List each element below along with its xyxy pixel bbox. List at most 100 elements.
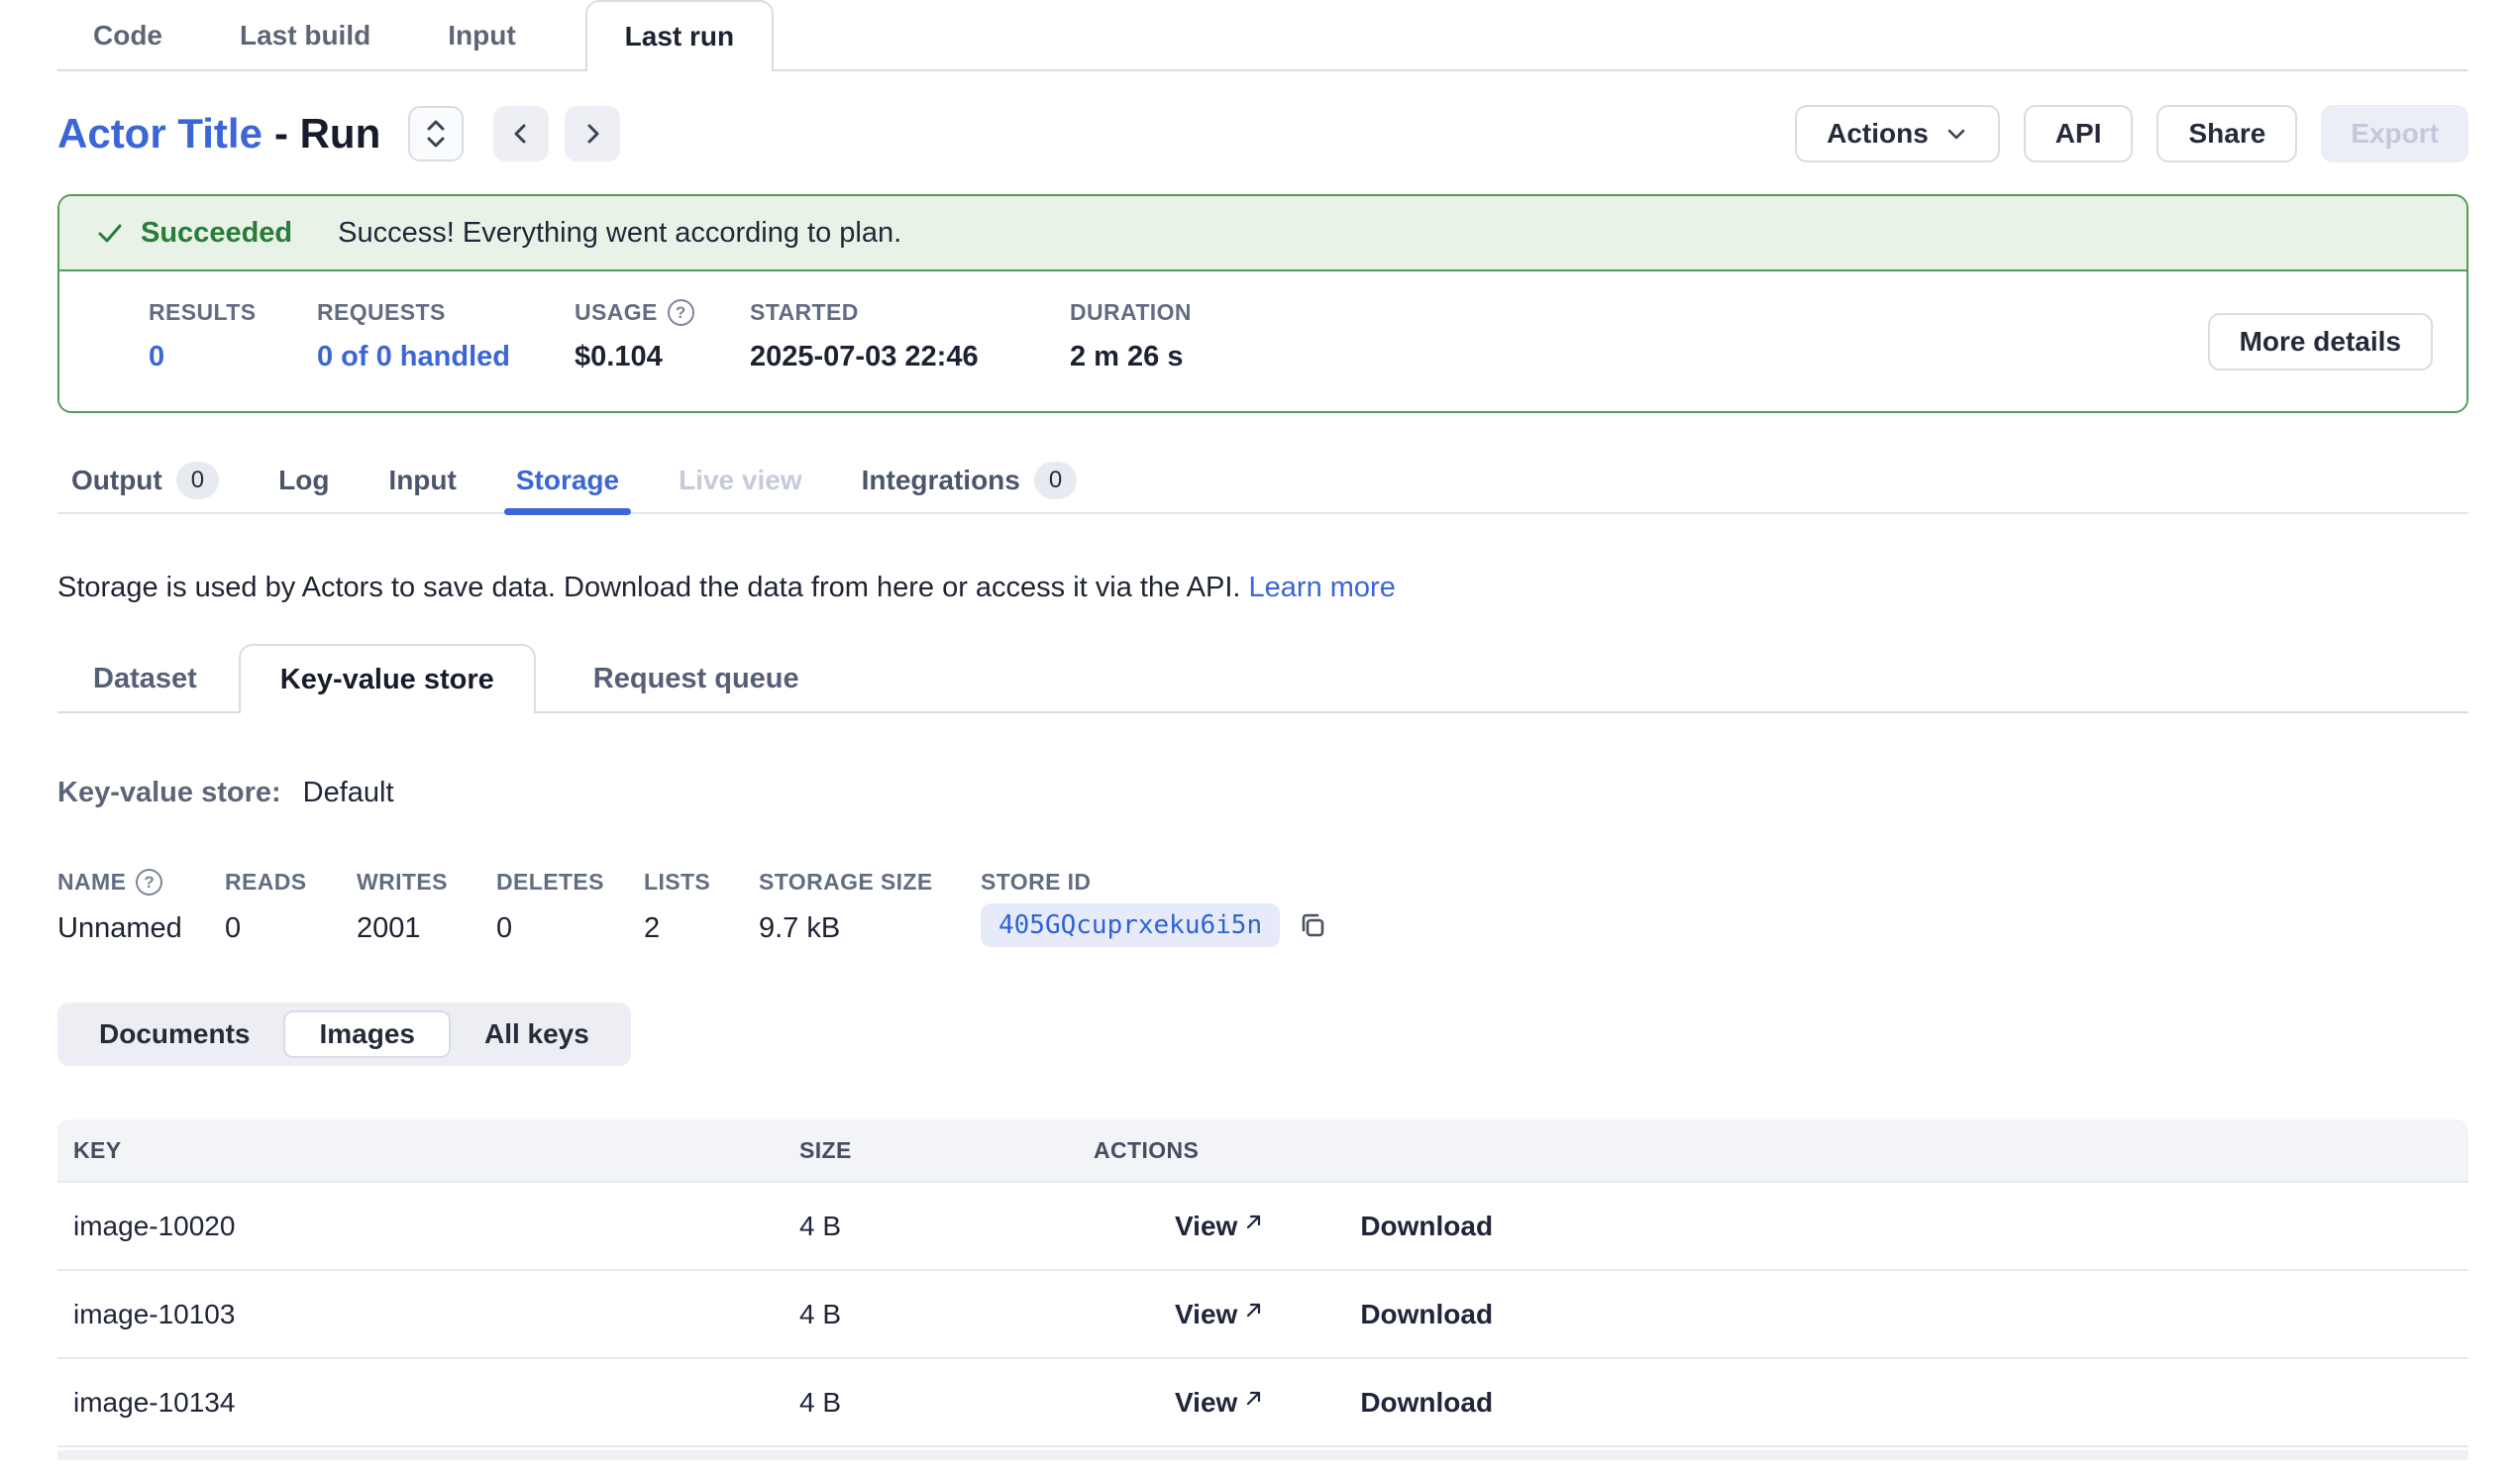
- store-id-value[interactable]: 405GQcuprxeku6i5n: [981, 903, 1281, 947]
- store-stats: NAME? Unnamed READS 0 WRITES 2001 DELETE…: [57, 869, 2468, 947]
- learn-more-link[interactable]: Learn more: [1248, 572, 1396, 603]
- store-name-label: Key-value store:: [57, 777, 281, 808]
- stat-requests-value[interactable]: 0 of 0 handled: [317, 341, 510, 372]
- run-status-card: Succeeded Success! Everything went accor…: [57, 194, 2468, 413]
- actions-button[interactable]: Actions: [1795, 105, 2000, 162]
- store-name-header: NAME?: [57, 869, 225, 896]
- run-header: Actor Title - Run Actions API Sh: [57, 103, 2468, 164]
- view-link[interactable]: View: [1175, 1299, 1265, 1330]
- store-name: Unnamed: [57, 912, 182, 944]
- tab-storage[interactable]: Storage: [503, 448, 632, 515]
- filter-all-keys[interactable]: All keys: [483, 1018, 589, 1049]
- store-lists-header: LISTS: [644, 869, 711, 895]
- actions-cell: View Download: [1078, 1211, 2468, 1242]
- table-row: image-10134 4 B View Download: [57, 1357, 2468, 1445]
- store-reads-header: READS: [225, 869, 307, 895]
- run-tab-bar: Output 0 Log Input Storage Live view Int…: [57, 448, 2468, 515]
- size-cell: 4 B: [799, 1298, 842, 1329]
- store-name-row: Key-value store: Default: [57, 777, 2468, 809]
- store-stat-deletes: DELETES 0: [496, 869, 644, 947]
- store-stat-id: STORE ID 405GQcuprxeku6i5n: [981, 869, 1327, 947]
- tab-integrations-label: Integrations: [861, 465, 1020, 495]
- tab-integrations[interactable]: Integrations 0: [862, 448, 1078, 513]
- tab-output[interactable]: Output 0: [71, 448, 220, 513]
- stat-duration: DURATION 2 m 26 s: [1070, 299, 1192, 373]
- size-column-header: SIZE: [799, 1136, 852, 1163]
- store-size-header: STORAGE SIZE: [759, 869, 933, 895]
- tab-request-queue[interactable]: Request queue: [592, 662, 799, 694]
- store-deletes: 0: [496, 912, 513, 944]
- tab-key-value-store[interactable]: Key-value store: [238, 644, 536, 713]
- chevron-right-icon: [578, 120, 606, 148]
- tab-output-label: Output: [71, 465, 162, 495]
- view-link[interactable]: View: [1175, 1211, 1265, 1242]
- more-details-button[interactable]: More details: [2207, 312, 2433, 370]
- header-actions: Actions API Share Export: [1795, 105, 2468, 162]
- filter-documents[interactable]: Documents: [99, 1018, 251, 1049]
- up-down-chevrons-icon: [423, 118, 449, 150]
- tab-live-view: Live view: [679, 465, 802, 495]
- keys-table: KEY SIZE ACTIONS image-10020 4 B View Do…: [57, 1119, 2468, 1460]
- stat-requests-label: REQUESTS: [317, 299, 446, 325]
- view-link[interactable]: View: [1175, 1387, 1265, 1419]
- actions-button-label: Actions: [1827, 118, 1929, 149]
- view-link-label: View: [1175, 1210, 1238, 1241]
- stat-usage: USAGE? $0.104: [575, 299, 750, 373]
- stat-usage-label-text: USAGE: [575, 299, 658, 325]
- storage-description: Storage is used by Actors to save data. …: [57, 572, 2468, 604]
- actions-cell: View Download: [1078, 1387, 2468, 1419]
- store-name-value: Default: [302, 777, 394, 808]
- store-lists: 2: [644, 912, 661, 944]
- download-link[interactable]: Download: [1360, 1210, 1494, 1241]
- actor-title-link[interactable]: Actor Title: [57, 110, 262, 157]
- store-name-header-text: NAME: [57, 869, 127, 895]
- stat-results-value[interactable]: 0: [149, 341, 165, 372]
- storage-tab-bar: Dataset Key-value store Request queue: [57, 644, 2468, 713]
- previous-run-button[interactable]: [493, 106, 550, 161]
- key-cell: image-10103: [73, 1298, 236, 1329]
- tab-code[interactable]: Code: [93, 20, 162, 51]
- store-stat-storage-size: STORAGE SIZE 9.7 kB: [759, 869, 981, 947]
- store-stat-name: NAME? Unnamed: [57, 869, 225, 947]
- stat-results: RESULTS 0: [149, 299, 317, 373]
- export-button: Export: [2321, 105, 2468, 162]
- view-link-label: View: [1175, 1386, 1238, 1418]
- stat-started: STARTED 2025-07-03 22:46: [750, 299, 1070, 373]
- help-circle-icon[interactable]: ?: [667, 299, 694, 326]
- stat-requests: REQUESTS 0 of 0 handled: [317, 299, 575, 373]
- tab-run-input[interactable]: Input: [388, 465, 457, 495]
- tab-input[interactable]: Input: [448, 20, 516, 51]
- api-button[interactable]: API: [2023, 105, 2134, 162]
- store-stat-lists: LISTS 2: [644, 869, 759, 947]
- size-cell: 4 B: [799, 1386, 842, 1418]
- key-cell: image-10020: [73, 1210, 236, 1241]
- store-id-row: 405GQcuprxeku6i5n: [981, 903, 1327, 947]
- store-size: 9.7 kB: [759, 912, 841, 944]
- key-cell: image-10134: [73, 1386, 236, 1418]
- tab-last-run[interactable]: Last run: [584, 0, 775, 71]
- tab-last-build[interactable]: Last build: [240, 20, 371, 51]
- next-run-button[interactable]: [565, 106, 621, 161]
- download-link[interactable]: Download: [1360, 1298, 1494, 1329]
- help-circle-icon[interactable]: ?: [136, 869, 163, 896]
- filter-images[interactable]: Images: [283, 1010, 451, 1058]
- stat-started-value: 2025-07-03 22:46: [750, 341, 979, 372]
- download-link[interactable]: Download: [1360, 1386, 1494, 1418]
- stat-usage-value: $0.104: [575, 341, 663, 372]
- storage-description-text: Storage is used by Actors to save data. …: [57, 572, 1241, 603]
- tab-dataset[interactable]: Dataset: [93, 662, 197, 694]
- check-icon: [95, 218, 125, 248]
- output-count-badge: 0: [175, 462, 220, 499]
- copy-icon: [1298, 910, 1327, 940]
- stat-results-label: RESULTS: [149, 299, 257, 325]
- integrations-count-badge: 0: [1033, 462, 1078, 499]
- tab-log[interactable]: Log: [278, 465, 330, 495]
- chevron-left-icon: [507, 120, 535, 148]
- store-id-header: STORE ID: [981, 869, 1092, 895]
- status-badge: Succeeded: [141, 216, 293, 249]
- status-message: Success! Everything went according to pl…: [338, 216, 902, 249]
- share-button[interactable]: Share: [2156, 105, 2298, 162]
- run-selector-button[interactable]: [408, 106, 465, 161]
- actions-column-header: ACTIONS: [1094, 1136, 1200, 1163]
- copy-button[interactable]: [1298, 910, 1327, 940]
